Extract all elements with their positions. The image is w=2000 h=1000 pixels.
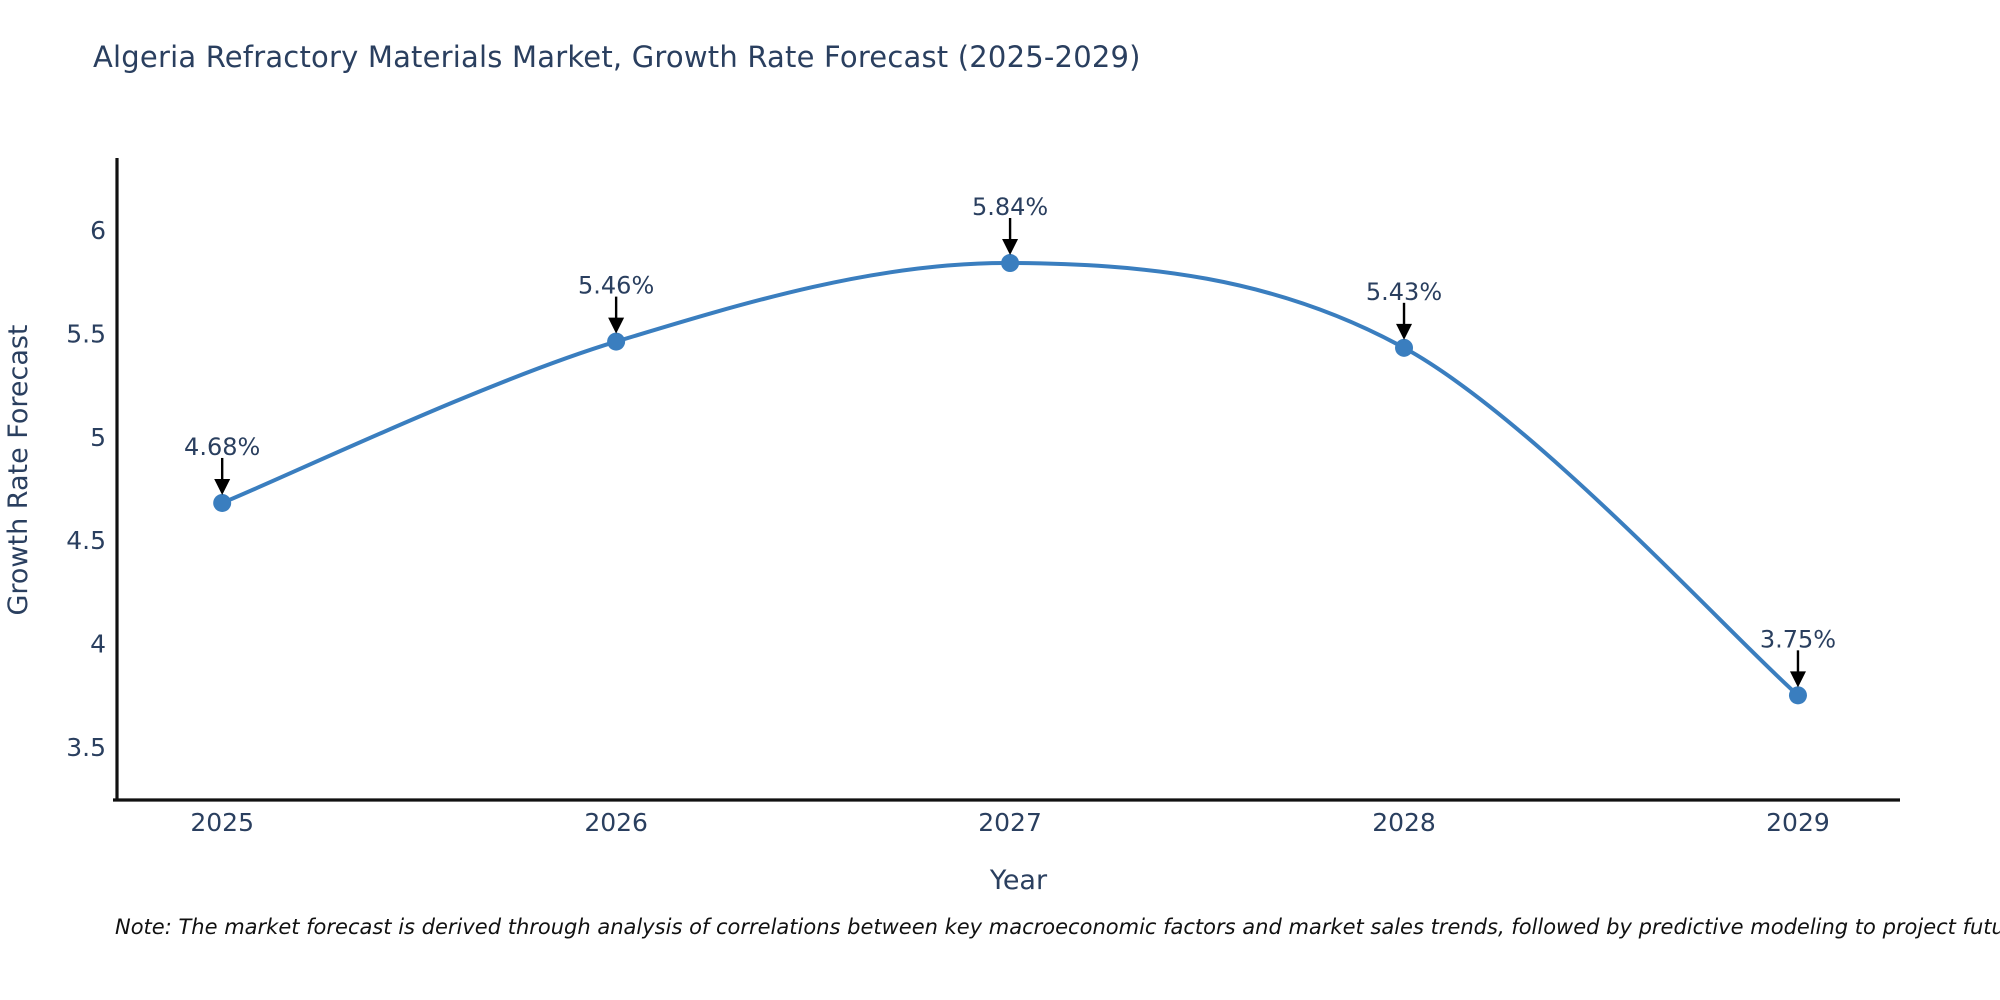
footnote: Note: The market forecast is derived thr… xyxy=(115,915,2000,939)
y-tick-label: 5 xyxy=(90,423,106,452)
data-point-marker xyxy=(1395,338,1414,357)
y-tick-label: 4.5 xyxy=(66,526,106,555)
y-tick-label: 5.5 xyxy=(66,319,106,348)
y-tick-label: 6 xyxy=(90,216,106,245)
x-tick-label: 2025 xyxy=(190,808,254,837)
data-point-label: 5.46% xyxy=(578,272,654,300)
y-tick-label: 4 xyxy=(90,630,106,659)
data-point-label: 4.68% xyxy=(184,433,260,461)
annotation-arrowhead-icon xyxy=(214,478,231,495)
x-tick-label: 2027 xyxy=(978,808,1042,837)
forecast-line xyxy=(220,260,1800,698)
data-point-label: 5.43% xyxy=(1366,278,1442,306)
x-tick-label: 2029 xyxy=(1766,808,1830,837)
annotation-arrowhead-icon xyxy=(1396,323,1413,340)
data-point-label: 3.75% xyxy=(1760,625,1836,653)
y-axis-title: Growth Rate Forecast xyxy=(3,324,34,615)
data-point-marker xyxy=(1001,254,1020,273)
data-point-marker xyxy=(1788,686,1807,705)
y-tick-label: 3.5 xyxy=(66,733,106,762)
x-axis-title: Year xyxy=(989,865,1048,896)
data-point-label: 5.84% xyxy=(972,193,1048,221)
chart-title: Algeria Refractory Materials Market, Gro… xyxy=(93,40,1141,74)
x-tick-label: 2028 xyxy=(1372,808,1436,837)
data-point-marker xyxy=(213,493,232,512)
annotation-arrowhead-icon xyxy=(1002,239,1019,256)
axis-lines xyxy=(113,158,1900,802)
annotation-arrowhead-icon xyxy=(608,317,625,334)
annotation-arrowhead-icon xyxy=(1789,671,1806,688)
x-tick-label: 2026 xyxy=(584,808,648,837)
data-point-marker xyxy=(607,332,626,351)
